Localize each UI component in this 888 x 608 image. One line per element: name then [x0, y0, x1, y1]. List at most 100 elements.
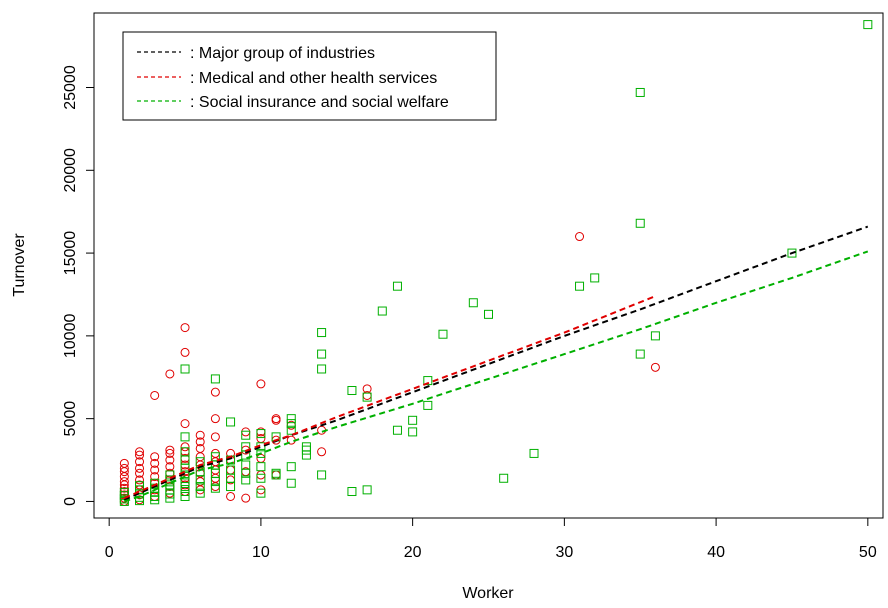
data-point-circle: [119, 458, 129, 468]
y-tick-label: 10000: [62, 314, 79, 359]
data-point-square: [529, 448, 539, 458]
data-point-square: [408, 427, 418, 437]
data-point-square: [256, 488, 266, 498]
x-axis: 0 10 20 30 40 50: [105, 517, 877, 561]
data-point-square: [362, 392, 372, 402]
data-point-square: [210, 483, 220, 493]
data-point-circle: [226, 491, 236, 501]
data-point-square: [210, 374, 220, 384]
data-point-square: [241, 475, 251, 485]
x-axis-title: Worker: [462, 585, 514, 602]
data-point-circle: [165, 445, 175, 455]
data-point-circle: [180, 323, 190, 333]
data-point-square: [286, 419, 296, 429]
data-point-square: [210, 452, 220, 462]
data-point-square: [256, 473, 266, 483]
data-point-circle: [210, 473, 220, 483]
data-point-square: [195, 482, 205, 492]
legend-label-medical: : Medical and other health services: [190, 70, 437, 87]
data-point-circle: [119, 463, 129, 473]
x-tick-label: 10: [252, 544, 270, 561]
data-point-square: [256, 429, 266, 439]
data-point-square: [180, 482, 190, 492]
data-point-circle: [165, 369, 175, 379]
points-layer: [119, 20, 873, 506]
data-point-circle: [180, 347, 190, 357]
data-point-square: [787, 248, 797, 258]
data-point-square: [650, 331, 660, 341]
data-point-circle: [575, 232, 585, 242]
data-point-square: [180, 491, 190, 501]
data-point-circle: [135, 475, 145, 485]
data-point-circle: [210, 414, 220, 424]
data-point-circle: [180, 442, 190, 452]
data-point-square: [635, 87, 645, 97]
data-point-square: [301, 450, 311, 460]
data-point-square: [241, 460, 251, 470]
data-point-circle: [119, 477, 129, 487]
y-axis: 0 5000 10000 15000 20000 25000: [62, 65, 95, 506]
data-point-square: [362, 485, 372, 495]
data-point-circle: [135, 457, 145, 467]
data-point-circle: [195, 443, 205, 453]
legend-box: [122, 31, 497, 121]
data-point-circle: [135, 447, 145, 457]
x-tick-label: 20: [404, 544, 422, 561]
data-point-circle: [195, 485, 205, 495]
data-point-circle: [271, 414, 281, 424]
data-point-circle: [650, 362, 660, 372]
data-point-square: [301, 442, 311, 452]
data-point-circle: [210, 432, 220, 442]
legend-label-major: : Major group of industries: [190, 45, 375, 62]
data-point-square: [286, 462, 296, 472]
data-point-square: [256, 448, 266, 458]
y-tick-label: 15000: [62, 231, 79, 276]
data-point-circle: [195, 430, 205, 440]
y-tick-label: 20000: [62, 148, 79, 193]
y-tick-label: 5000: [62, 401, 79, 437]
x-tick-label: 50: [859, 544, 877, 561]
data-point-square: [635, 349, 645, 359]
data-point-circle: [150, 472, 160, 482]
data-point-square: [271, 468, 281, 478]
data-point-square: [286, 425, 296, 435]
data-point-square: [499, 473, 509, 483]
x-tick-label: 40: [707, 544, 725, 561]
x-tick-label: 0: [105, 544, 114, 561]
data-point-circle: [150, 465, 160, 475]
data-point-square: [195, 488, 205, 498]
data-point-circle: [195, 452, 205, 462]
data-point-circle: [226, 465, 236, 475]
data-point-circle: [165, 455, 175, 465]
data-point-square: [317, 364, 327, 374]
fit-line-1: [123, 295, 656, 500]
data-point-square: [635, 218, 645, 228]
data-point-circle: [256, 470, 266, 480]
data-point-square: [408, 415, 418, 425]
data-point-circle: [210, 448, 220, 458]
data-point-square: [286, 478, 296, 488]
data-point-circle: [135, 463, 145, 473]
data-point-square: [392, 281, 402, 291]
data-point-circle: [150, 458, 160, 468]
data-point-circle: [165, 448, 175, 458]
data-point-square: [590, 273, 600, 283]
data-point-circle: [195, 437, 205, 447]
data-point-square: [301, 445, 311, 455]
data-point-square: [180, 447, 190, 457]
data-point-square: [226, 465, 236, 475]
data-point-square: [438, 329, 448, 339]
data-point-circle: [135, 450, 145, 460]
y-axis-title: Turnover: [11, 233, 28, 297]
data-point-square: [392, 425, 402, 435]
data-point-circle: [180, 419, 190, 429]
y-tick-label: 0: [62, 497, 79, 506]
data-point-circle: [256, 379, 266, 389]
x-tick-label: 30: [555, 544, 573, 561]
data-point-square: [317, 349, 327, 359]
data-point-square: [256, 462, 266, 472]
data-point-square: [484, 309, 493, 319]
fit-lines-layer: [123, 225, 869, 503]
data-point-square: [180, 487, 190, 497]
data-point-circle: [256, 485, 266, 495]
